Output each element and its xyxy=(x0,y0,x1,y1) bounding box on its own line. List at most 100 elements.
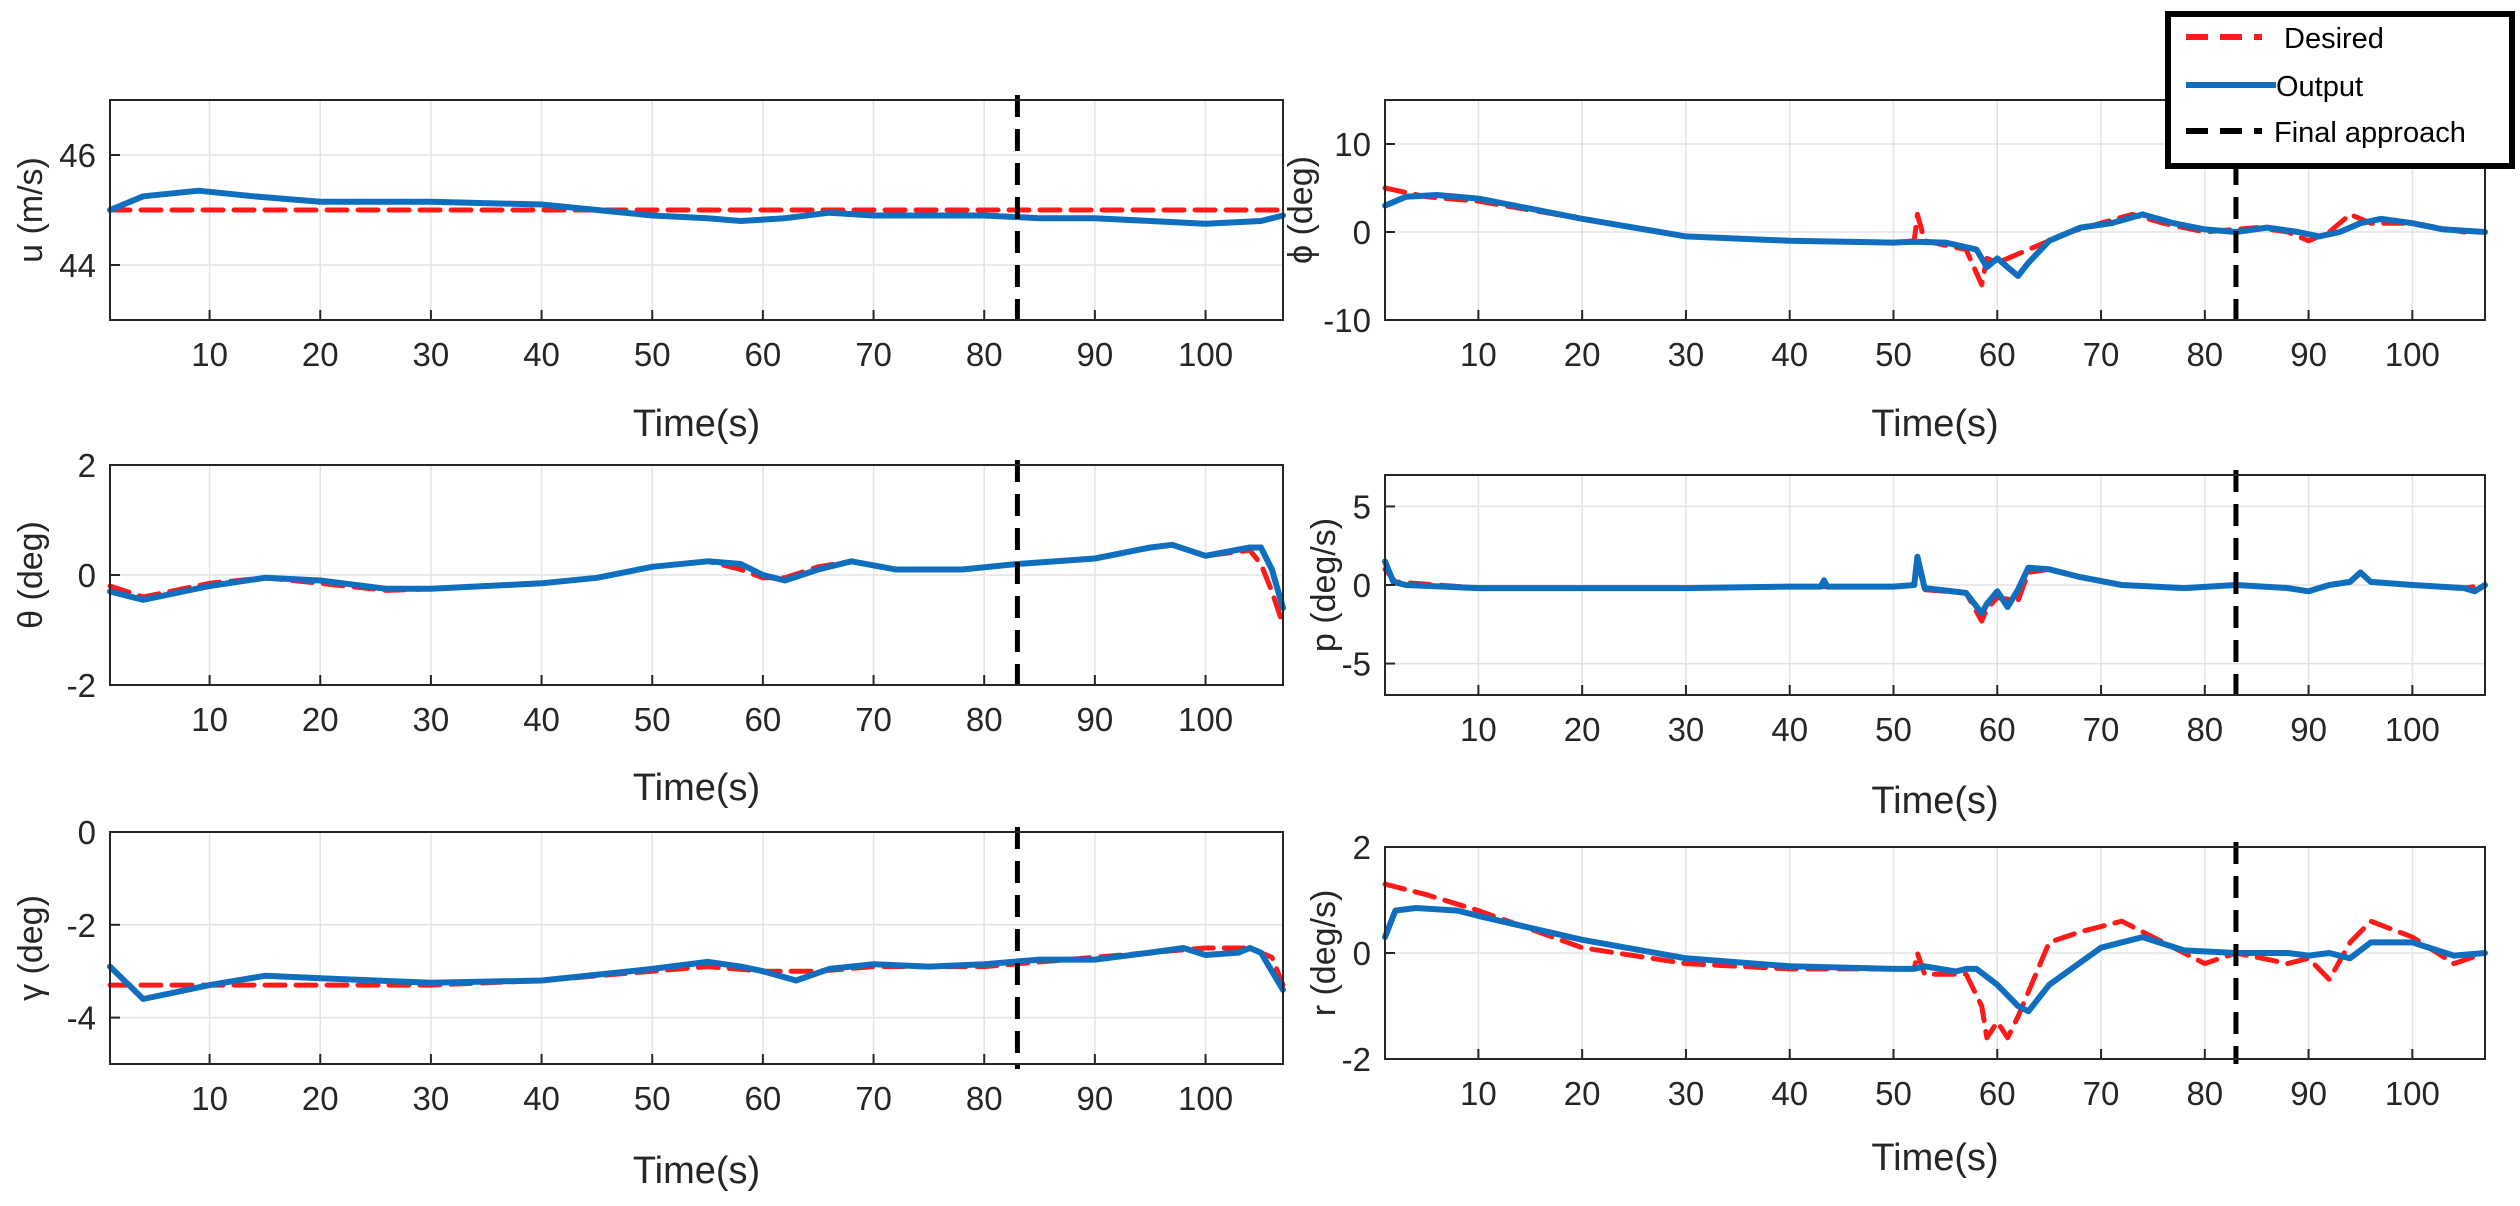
series-output-r xyxy=(1382,905,2488,1015)
xtick-label-phi-1: 20 xyxy=(1564,336,1601,373)
xtick-label-phi-3: 40 xyxy=(1771,336,1808,373)
xtick-label-theta-1: 20 xyxy=(302,701,339,738)
xtick-label-phi-4: 50 xyxy=(1875,336,1912,373)
xlabel-gamma: Time(s) xyxy=(633,1150,760,1192)
ytick-label-u-0: 44 xyxy=(59,247,96,284)
xtick-label-p-5: 60 xyxy=(1979,711,2016,748)
ytick-label-theta-1: 0 xyxy=(78,557,96,594)
axes-box-u xyxy=(109,99,1284,321)
xtick-label-theta-5: 60 xyxy=(745,701,782,738)
xtick-label-u-6: 70 xyxy=(855,336,892,373)
xtick-label-gamma-3: 40 xyxy=(523,1080,560,1117)
xlabel-theta: Time(s) xyxy=(633,767,760,809)
legend: Desired Output Final approach xyxy=(2165,11,2515,169)
xtick-label-phi-5: 60 xyxy=(1979,336,2016,373)
xtick-label-u-0: 10 xyxy=(191,336,228,373)
xtick-label-p-7: 80 xyxy=(2186,711,2223,748)
ytick-label-p-0: -5 xyxy=(1342,646,1371,683)
ytick-label-theta-2: 2 xyxy=(78,447,96,484)
series-output-phi xyxy=(1382,192,2488,279)
xtick-label-u-3: 40 xyxy=(523,336,560,373)
xtick-label-theta-7: 80 xyxy=(966,701,1003,738)
xtick-label-r-4: 50 xyxy=(1875,1075,1912,1112)
xtick-label-r-3: 40 xyxy=(1771,1075,1808,1112)
ylabel-theta: θ (deg) xyxy=(12,521,50,629)
ylabel-phi: ϕ (deg) xyxy=(1282,156,1320,264)
xtick-label-gamma-8: 90 xyxy=(1077,1080,1114,1117)
xtick-label-p-9: 100 xyxy=(2385,711,2440,748)
ytick-label-gamma-2: 0 xyxy=(78,814,96,851)
xtick-label-gamma-4: 50 xyxy=(634,1080,671,1117)
xtick-label-r-9: 100 xyxy=(2385,1075,2440,1112)
xtick-label-theta-0: 10 xyxy=(191,701,228,738)
xtick-label-phi-2: 30 xyxy=(1668,336,1705,373)
ytick-label-p-2: 5 xyxy=(1353,488,1371,525)
series-output-gamma xyxy=(107,945,1286,1002)
xtick-label-theta-4: 50 xyxy=(634,701,671,738)
xtick-label-p-8: 90 xyxy=(2290,711,2327,748)
chart-r: 10 20 30 40 50 60 70 80 90 100 -2 0 2 Time(s) r (deg/s… xyxy=(1305,829,2488,1179)
xtick-label-r-0: 10 xyxy=(1460,1075,1497,1112)
xtick-label-gamma-5: 60 xyxy=(745,1080,782,1117)
ytick-label-phi-0: -10 xyxy=(1323,302,1371,339)
chart-phi: 10 20 30 40 50 60 70 80 90 100 -10 0 10 Time(s) ϕ (deg… xyxy=(1282,95,2488,445)
xtick-label-p-3: 40 xyxy=(1771,711,1808,748)
xtick-label-theta-8: 90 xyxy=(1077,701,1114,738)
xtick-label-u-7: 80 xyxy=(966,336,1003,373)
xtick-label-p-2: 30 xyxy=(1668,711,1705,748)
series-output-p xyxy=(1382,553,2488,617)
chart-p: 10 20 30 40 50 60 70 80 90 100 -5 0 5 Time(s) p (deg/s… xyxy=(1305,470,2488,822)
chart-gamma: 10 20 30 40 50 60 70 80 90 100 -4 -2 0 Time(s) γ (deg) xyxy=(12,814,1286,1192)
xtick-label-gamma-7: 80 xyxy=(966,1080,1003,1117)
xtick-label-gamma-1: 20 xyxy=(302,1080,339,1117)
xtick-label-theta-6: 70 xyxy=(855,701,892,738)
ylabel-r: r (deg/s) xyxy=(1305,890,1343,1017)
xtick-label-phi-6: 70 xyxy=(2083,336,2120,373)
chart-theta: 10 20 30 40 50 60 70 80 90 100 -2 0 2 Time(s) θ (deg) xyxy=(12,447,1286,809)
xlabel-phi: Time(s) xyxy=(1871,403,1998,445)
ylabel-gamma: γ (deg) xyxy=(12,895,50,1001)
ytick-label-r-0: -2 xyxy=(1342,1041,1371,1078)
xlabel-p: Time(s) xyxy=(1871,780,1998,822)
legend-output-label: Output xyxy=(2276,71,2363,103)
xtick-label-r-8: 90 xyxy=(2290,1075,2327,1112)
series-output-theta xyxy=(107,541,1286,611)
xtick-label-gamma-2: 30 xyxy=(413,1080,450,1117)
ytick-label-r-1: 0 xyxy=(1353,935,1371,972)
xtick-label-u-8: 90 xyxy=(1077,336,1114,373)
xtick-label-r-7: 80 xyxy=(2186,1075,2223,1112)
xtick-label-p-1: 20 xyxy=(1564,711,1601,748)
xtick-label-gamma-9: 100 xyxy=(1178,1080,1233,1117)
xtick-label-phi-9: 100 xyxy=(2385,336,2440,373)
xlabel-u: Time(s) xyxy=(633,403,760,445)
xtick-label-phi-7: 80 xyxy=(2186,336,2223,373)
axes-box-gamma xyxy=(109,831,1284,1065)
xtick-label-r-5: 60 xyxy=(1979,1075,2016,1112)
legend-final-label: Final approach xyxy=(2274,117,2466,149)
xtick-label-p-4: 50 xyxy=(1875,711,1912,748)
xtick-label-r-6: 70 xyxy=(2083,1075,2120,1112)
ylabel-p: p (deg/s) xyxy=(1305,518,1343,652)
xtick-label-theta-9: 100 xyxy=(1178,701,1233,738)
xtick-label-phi-8: 90 xyxy=(2290,336,2327,373)
ytick-label-p-1: 0 xyxy=(1353,567,1371,604)
xtick-label-p-6: 70 xyxy=(2083,711,2120,748)
xtick-label-theta-2: 30 xyxy=(413,701,450,738)
xtick-label-theta-3: 40 xyxy=(523,701,560,738)
xtick-label-r-1: 20 xyxy=(1564,1075,1601,1112)
legend-desired-label: Desired xyxy=(2284,23,2384,55)
xtick-label-r-2: 30 xyxy=(1668,1075,1705,1112)
series-output-u xyxy=(107,187,1286,227)
ytick-label-r-2: 2 xyxy=(1353,829,1371,866)
xtick-label-u-2: 30 xyxy=(413,336,450,373)
chart-u: 10 20 30 40 50 60 70 80 90 100 44 46 Time(s) u (m/s) xyxy=(12,95,1286,445)
xtick-label-u-4: 50 xyxy=(634,336,671,373)
xtick-label-phi-0: 10 xyxy=(1460,336,1497,373)
xtick-label-u-9: 100 xyxy=(1178,336,1233,373)
xlabel-r: Time(s) xyxy=(1871,1137,1998,1179)
series-desired-gamma xyxy=(107,945,1286,988)
xtick-label-gamma-0: 10 xyxy=(191,1080,228,1117)
ytick-label-gamma-0: -4 xyxy=(67,1000,96,1037)
xtick-label-p-0: 10 xyxy=(1460,711,1497,748)
axes-box-phi xyxy=(1384,99,2486,321)
